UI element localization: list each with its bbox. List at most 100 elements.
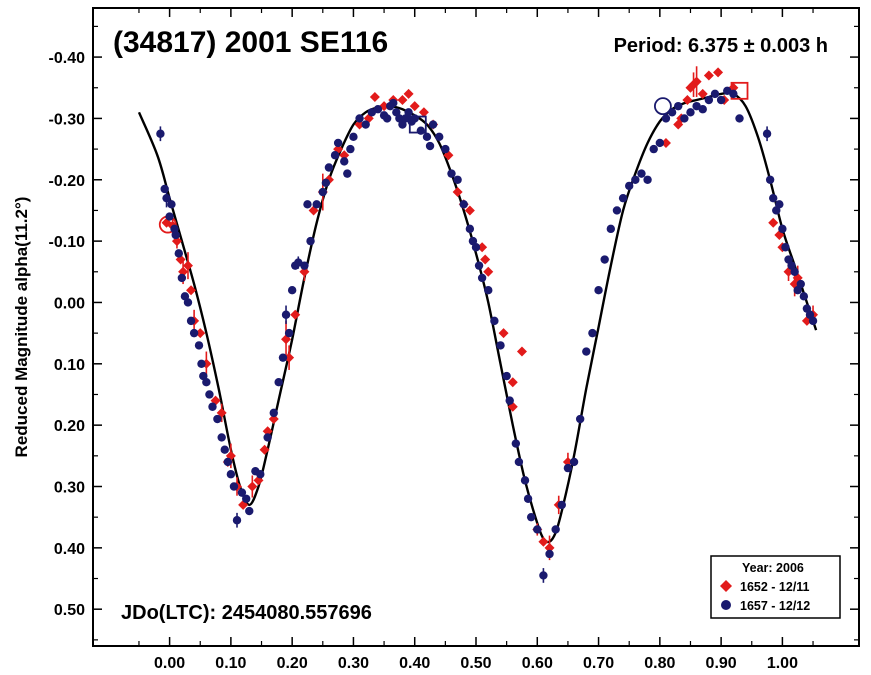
data-point-1657 (563, 463, 573, 473)
data-point-1657 (569, 457, 579, 467)
data-point-1657 (284, 328, 294, 338)
data-point-1657 (523, 494, 533, 503)
data-point-1652 (195, 328, 206, 339)
y-tick-label: -0.30 (49, 111, 86, 128)
data-point-1652 (691, 76, 702, 87)
data-point-1657 (197, 359, 206, 369)
y-tick-label: -0.20 (49, 173, 86, 190)
legend-label-1657: 1657 - 12/12 (740, 599, 810, 613)
data-point-1657 (612, 206, 622, 215)
data-point-1657 (459, 200, 468, 209)
data-point-1657 (625, 181, 634, 191)
data-point-1657 (202, 378, 211, 387)
data-point-1652 (403, 88, 414, 99)
data-point-1657 (477, 273, 487, 283)
data-point-1657 (710, 89, 720, 99)
data-point-1657 (382, 114, 392, 123)
data-point-1657 (232, 516, 242, 525)
data-point-1657 (410, 114, 419, 123)
open-square-marker (408, 115, 427, 134)
data-point-1657 (594, 285, 603, 295)
data-point-1657 (661, 114, 671, 123)
data-point-1657 (189, 328, 199, 338)
data-point-1657 (441, 144, 450, 154)
data-point-1657 (256, 470, 265, 479)
data-point-1657 (606, 224, 616, 234)
y-tick-label: 0.50 (54, 602, 85, 619)
y-tick-label: 0.20 (54, 418, 85, 435)
data-point-1652 (259, 444, 270, 455)
x-tick-label: 0.30 (338, 655, 369, 672)
data-point-1657 (349, 132, 358, 142)
data-point-1657 (545, 549, 554, 559)
y-tick-label: 0.10 (54, 357, 85, 374)
data-point-1657 (533, 525, 542, 534)
period-label: Period: 6.375 ± 0.003 h (614, 35, 828, 57)
data-point-1657 (631, 175, 640, 184)
data-point-1657 (465, 224, 475, 234)
legend: Year: 2006 1652 - 12/11 1657 - 12/12 (710, 555, 841, 619)
y-tick-label: -0.10 (49, 234, 86, 251)
fit-curve-layer (137, 91, 818, 544)
legend-box (710, 555, 841, 619)
data-point-1657 (278, 353, 288, 362)
data-point-1657 (551, 525, 560, 534)
data-point-1652 (452, 187, 463, 198)
data-point-1657 (174, 249, 183, 258)
data-point-1652 (768, 217, 779, 228)
data-point-1652 (562, 456, 573, 467)
data-point-1652 (268, 414, 279, 425)
data-point-1657 (269, 408, 278, 418)
data-point-1657 (422, 132, 432, 142)
data-point-1657 (324, 163, 334, 172)
data-point-1657 (346, 144, 355, 154)
data-point-1657 (769, 193, 778, 203)
data-point-1652 (660, 137, 671, 148)
open-circle-marker (654, 97, 672, 116)
data-point-1657 (474, 261, 484, 270)
data-point-1652 (477, 242, 488, 253)
data-point-1657 (330, 151, 340, 160)
data-point-1657 (539, 571, 548, 580)
x-tick-label: 0.50 (460, 655, 491, 672)
data-point-1657 (716, 95, 726, 105)
data-point-1652 (464, 205, 475, 216)
data-point-1652 (538, 536, 549, 547)
data-point-1657 (242, 494, 251, 503)
data-point-1657 (428, 120, 438, 129)
data-point-1657 (686, 108, 695, 117)
data-point-1657 (229, 482, 239, 491)
data-point-1657 (575, 414, 585, 424)
data-point-1652 (516, 346, 527, 357)
x-tick-label: 1.00 (767, 655, 798, 672)
data-point-1657 (765, 175, 775, 184)
y-tick-label: 0.00 (54, 295, 85, 312)
x-tick-label: 0.60 (522, 655, 553, 672)
data-point-1652 (682, 95, 693, 106)
data-point-1657 (526, 512, 536, 522)
data-point-1652 (703, 70, 714, 81)
y-tick-label: 0.30 (54, 480, 85, 497)
data-point-1657 (588, 328, 597, 338)
data-point-1657 (582, 347, 591, 356)
data-point-1652 (290, 309, 301, 320)
data-point-1657 (680, 114, 689, 123)
data-point-1652 (397, 95, 408, 106)
data-point-1657 (208, 402, 217, 411)
data-point-1657 (775, 200, 784, 209)
data-point-1657 (484, 285, 493, 295)
data-point-1657 (649, 144, 658, 154)
data-point-1657 (318, 187, 327, 197)
data-point-1652 (354, 119, 365, 130)
y-tick-label: 0.40 (54, 541, 85, 558)
data-point-1657 (312, 200, 321, 209)
data-point-1657 (156, 129, 165, 138)
data-point-1657 (704, 95, 714, 105)
data-point-1657 (160, 184, 169, 194)
data-point-1657 (520, 476, 530, 485)
data-point-1657 (637, 169, 646, 178)
data-point-1657 (177, 273, 187, 283)
data-point-1657 (514, 457, 524, 467)
data-point-1657 (453, 175, 462, 184)
